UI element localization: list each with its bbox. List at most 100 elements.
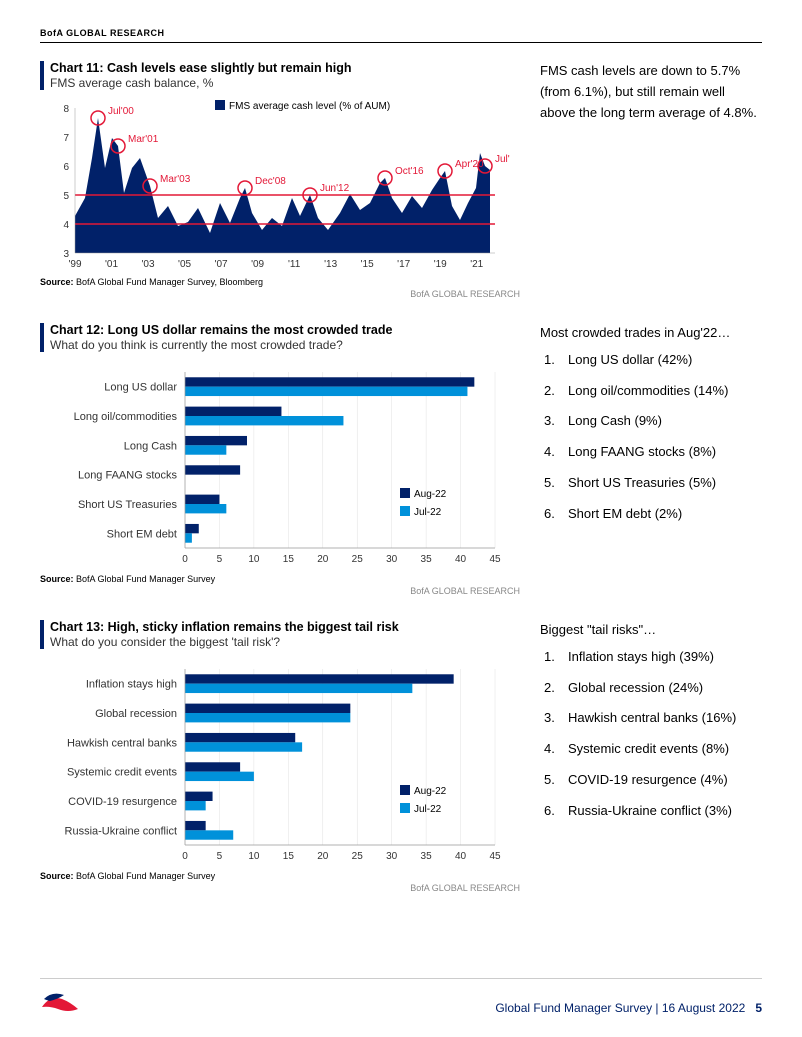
svg-text:'03: '03: [142, 259, 155, 270]
svg-text:20: 20: [317, 554, 329, 565]
chart12-svg: 0 5 10 15 20 25 30 35 40 45 Long US dollar Long oil…: [40, 360, 510, 570]
svg-text:Jun'12: Jun'12: [320, 183, 350, 194]
svg-text:Jul'00: Jul'00: [108, 106, 134, 117]
svg-text:45: 45: [489, 554, 501, 565]
svg-text:Long Cash: Long Cash: [124, 440, 177, 452]
bofa-logo-icon: [40, 987, 80, 1015]
svg-text:Long FAANG stocks: Long FAANG stocks: [78, 470, 178, 482]
list-item: 2.Long oil/commodities (14%): [540, 381, 762, 402]
svg-text:8: 8: [63, 104, 69, 115]
crowded-heading: Most crowded trades in Aug'22…: [540, 323, 762, 344]
svg-text:Mar'01: Mar'01: [128, 134, 159, 145]
svg-text:'13: '13: [324, 259, 337, 270]
crowded-list: 1.Long US dollar (42%) 2.Long oil/commodi…: [540, 350, 762, 525]
svg-text:Jul-22: Jul-22: [414, 507, 442, 518]
svg-text:'21: '21: [470, 259, 483, 270]
section-chart12: Chart 12: Long US dollar remains the mos…: [40, 323, 762, 596]
svg-text:Jul'22: Jul'22: [495, 154, 510, 165]
svg-text:'15: '15: [361, 259, 374, 270]
svg-text:Short EM debt: Short EM debt: [107, 528, 177, 540]
svg-text:'01: '01: [105, 259, 118, 270]
svg-text:Systemic credit events: Systemic credit events: [67, 767, 178, 779]
chart13-title: Chart 13: High, sticky inflation remains…: [50, 620, 520, 634]
svg-text:15: 15: [283, 554, 295, 565]
svg-text:FMS average cash level (% of A: FMS average cash level (% of AUM): [229, 101, 390, 112]
svg-text:Jul-22: Jul-22: [414, 804, 442, 815]
chart12-title: Chart 12: Long US dollar remains the mos…: [50, 323, 520, 337]
svg-text:'11: '11: [288, 259, 301, 270]
svg-text:10: 10: [248, 851, 260, 862]
svg-text:6: 6: [63, 162, 69, 173]
chart13-watermark: BofA GLOBAL RESEARCH: [40, 883, 520, 893]
list-item: 3.Long Cash (9%): [540, 411, 762, 432]
svg-text:Oct'16: Oct'16: [395, 166, 424, 177]
svg-text:Long oil/commodities: Long oil/commodities: [74, 411, 178, 423]
list-item: 6.Short EM debt (2%): [540, 504, 762, 525]
svg-text:5: 5: [217, 554, 223, 565]
svg-text:0: 0: [182, 554, 188, 565]
footer-page: 5: [755, 1001, 762, 1015]
svg-text:Short US Treasuries: Short US Treasuries: [78, 499, 178, 511]
section-chart11: Chart 11: Cash levels ease slightly but …: [40, 61, 762, 299]
svg-text:Aug-22: Aug-22: [414, 786, 447, 797]
svg-text:25: 25: [352, 554, 364, 565]
chart11-title: Chart 11: Cash levels ease slightly but …: [50, 61, 520, 75]
chart11-source: Source: BofA Global Fund Manager Survey,…: [40, 277, 520, 287]
svg-text:COVID-19 resurgence: COVID-19 resurgence: [68, 796, 177, 808]
chart11-watermark: BofA GLOBAL RESEARCH: [40, 289, 520, 299]
svg-text:Aug-22: Aug-22: [414, 489, 447, 500]
svg-text:Long US dollar: Long US dollar: [104, 382, 177, 394]
svg-text:'05: '05: [178, 259, 191, 270]
list-item: 4.Systemic credit events (8%): [540, 739, 762, 760]
svg-text:15: 15: [283, 851, 295, 862]
list-item: 5.COVID-19 resurgence (4%): [540, 770, 762, 791]
svg-text:'17: '17: [397, 259, 410, 270]
page-footer: Global Fund Manager Survey | 16 August 2…: [40, 978, 762, 1015]
svg-text:30: 30: [386, 851, 398, 862]
list-item: 1.Long US dollar (42%): [540, 350, 762, 371]
tailrisk-list: 1.Inflation stays high (39%) 2.Global rec…: [540, 647, 762, 822]
svg-text:35: 35: [421, 851, 433, 862]
svg-text:Dec'08: Dec'08: [255, 176, 286, 187]
chart11-subtitle: FMS average cash balance, %: [50, 76, 520, 90]
list-item: 3.Hawkish central banks (16%): [540, 708, 762, 729]
svg-text:20: 20: [317, 851, 329, 862]
svg-text:'99: '99: [68, 259, 81, 270]
svg-text:Hawkish central banks: Hawkish central banks: [67, 737, 178, 749]
svg-text:25: 25: [352, 851, 364, 862]
list-item: 4.Long FAANG stocks (8%): [540, 442, 762, 463]
svg-text:40: 40: [455, 554, 467, 565]
page-header: BofA GLOBAL RESEARCH: [40, 28, 762, 43]
chart13-source: Source: BofA Global Fund Manager Survey: [40, 871, 520, 881]
list-item: 1.Inflation stays high (39%): [540, 647, 762, 668]
svg-text:Russia-Ukraine conflict: Russia-Ukraine conflict: [65, 825, 177, 837]
svg-text:10: 10: [248, 554, 260, 565]
list-item: 5.Short US Treasuries (5%): [540, 473, 762, 494]
chart13-subtitle: What do you consider the biggest 'tail r…: [50, 635, 520, 649]
svg-text:7: 7: [63, 133, 69, 144]
chart12-source: Source: BofA Global Fund Manager Survey: [40, 574, 520, 584]
chart12-watermark: BofA GLOBAL RESEARCH: [40, 586, 520, 596]
svg-text:40: 40: [455, 851, 467, 862]
chart12-subtitle: What do you think is currently the most …: [50, 338, 520, 352]
svg-text:45: 45: [489, 851, 501, 862]
svg-text:35: 35: [421, 554, 433, 565]
list-item: 6.Russia-Ukraine conflict (3%): [540, 801, 762, 822]
svg-text:30: 30: [386, 554, 398, 565]
chart13-svg: 0 5 10 15 20 25 30 35 40 45 Inflation stays high Gl…: [40, 657, 510, 867]
svg-text:'19: '19: [434, 259, 447, 270]
section-chart13: Chart 13: High, sticky inflation remains…: [40, 620, 762, 893]
svg-text:4: 4: [63, 220, 69, 231]
chart11-svg: 345678'99'01'03'05'07'09'11'13'15'17'19'…: [40, 98, 510, 273]
chart11-commentary: FMS cash levels are down to 5.7% (from 6…: [540, 61, 762, 123]
svg-text:'09: '09: [251, 259, 264, 270]
svg-text:Inflation stays high: Inflation stays high: [86, 679, 177, 691]
svg-text:Global recession: Global recession: [95, 708, 177, 720]
svg-text:0: 0: [182, 851, 188, 862]
svg-text:Mar'03: Mar'03: [160, 174, 191, 185]
footer-report: Global Fund Manager Survey | 16 August 2…: [495, 1001, 745, 1015]
list-item: 2.Global recession (24%): [540, 678, 762, 699]
svg-text:5: 5: [63, 191, 69, 202]
svg-text:5: 5: [217, 851, 223, 862]
tailrisk-heading: Biggest "tail risks"…: [540, 620, 762, 641]
